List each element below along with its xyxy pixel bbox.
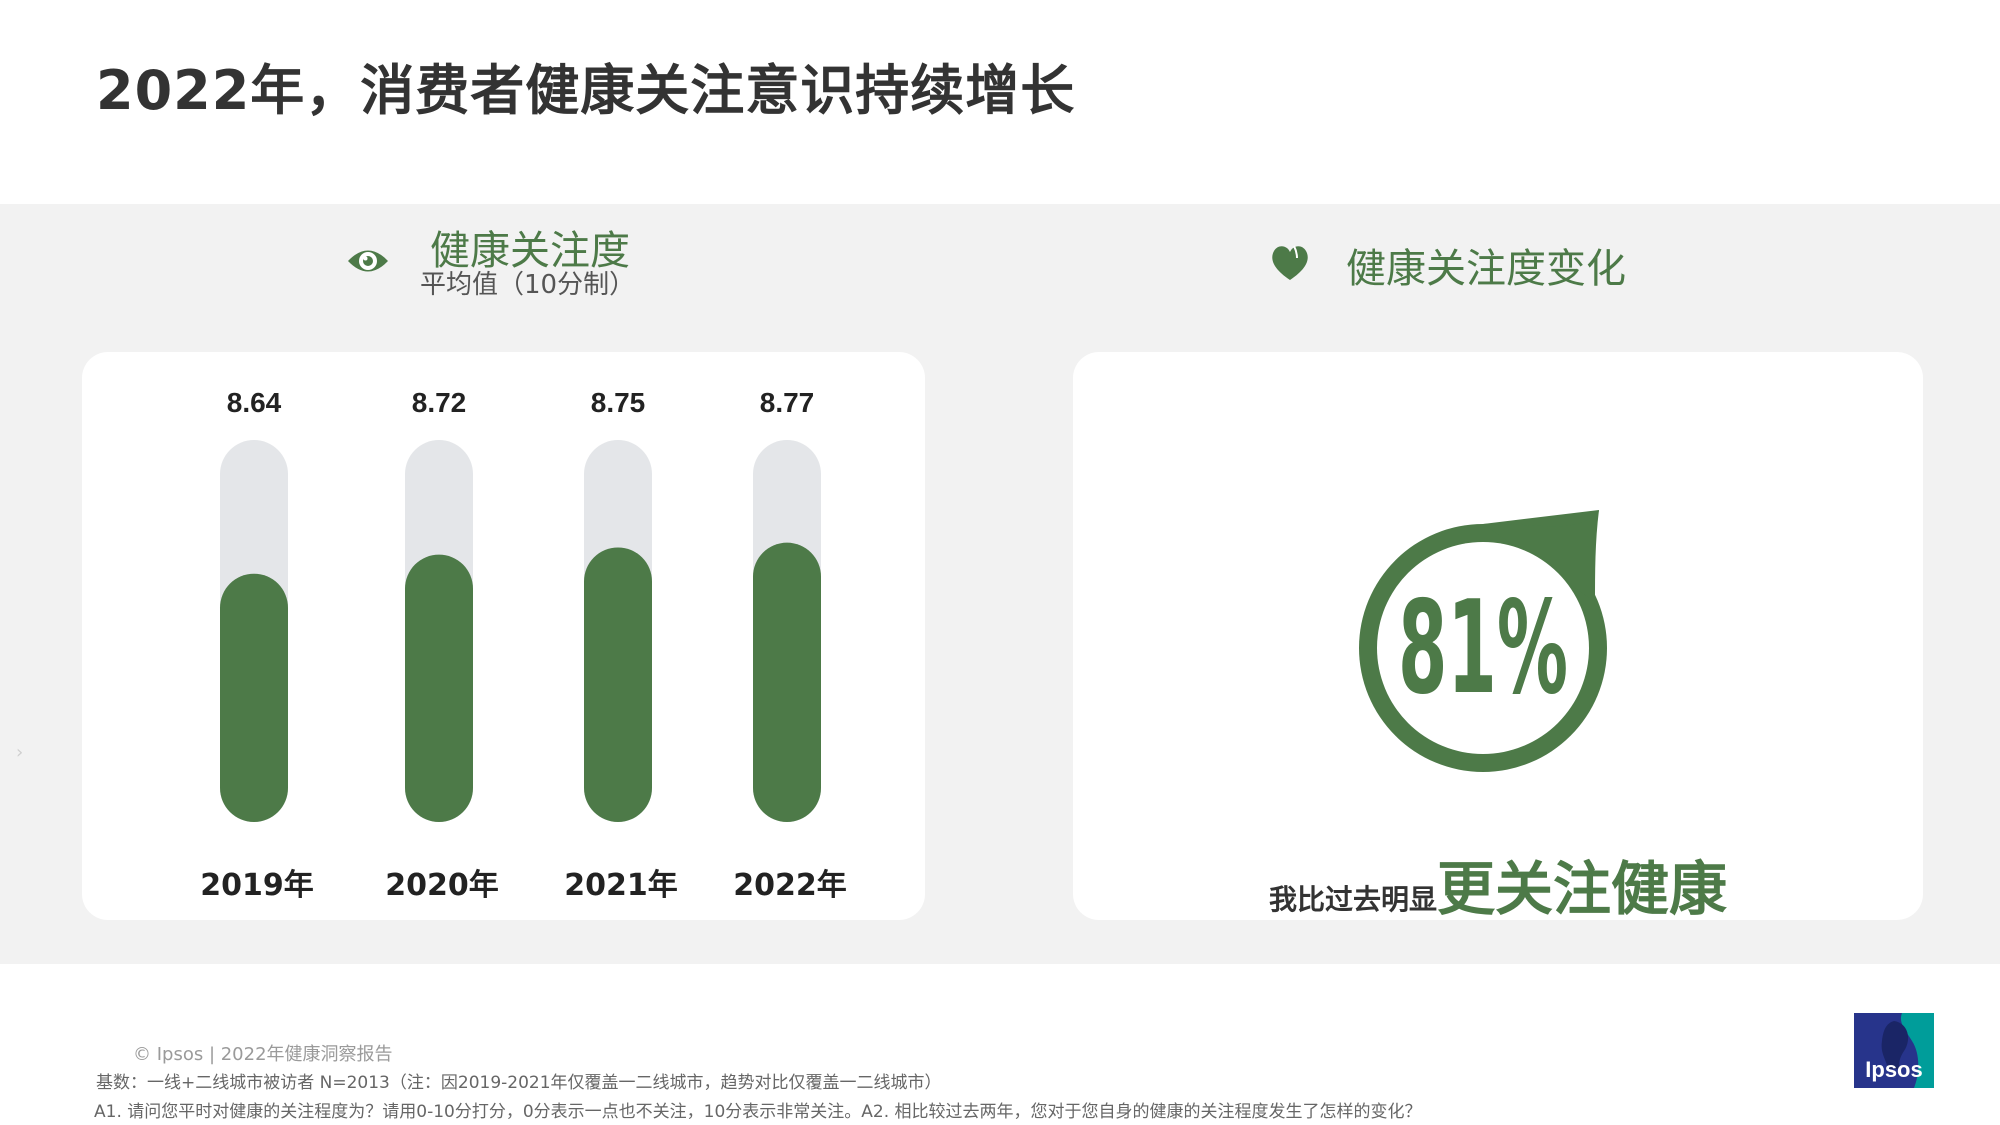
- category-label: 2019年: [200, 868, 314, 903]
- caption-prefix: 我比过去明显: [1268, 883, 1437, 916]
- percent-badge: 81%: [1359, 510, 1607, 772]
- value-label: 8.75: [591, 387, 646, 418]
- heart-icon: [1272, 245, 1308, 280]
- caption-emphasis: 更关注健康: [1437, 855, 1728, 923]
- bar-2022年: [753, 542, 821, 822]
- attention-subheading: 平均值（10分制）: [420, 270, 636, 300]
- percent-label: 81%: [1398, 574, 1568, 723]
- value-label: 8.72: [412, 387, 467, 418]
- page-title: 2022年，消费者健康关注意识持续增长: [96, 59, 1076, 122]
- ipsos-logo: Ipsos: [1854, 1013, 1934, 1088]
- attention-heading: 健康关注度: [430, 228, 630, 274]
- base-note: 基数：一线+二线城市被访者 N=2013（注：因2019-2021年仅覆盖一二线…: [96, 1073, 942, 1093]
- value-label: 8.64: [227, 387, 282, 418]
- bar-2019年: [220, 573, 288, 822]
- question-note: A1. 请问您平时对健康的关注程度为？请用0-10分打分，0分表示一点也不关注，…: [94, 1102, 1422, 1122]
- bar-2021年: [584, 547, 652, 822]
- category-label: 2022年: [733, 868, 847, 903]
- copyright-text: © Ipsos | 2022年健康洞察报告: [133, 1044, 393, 1065]
- attention-bar-chart: 8.64 2019年 8.72 2020年 8.75 2021年 8.77 2022年: [200, 387, 847, 903]
- side-arrow-icon: ›: [16, 742, 24, 763]
- change-caption: 我比过去明显更关注健康: [1073, 842, 1923, 926]
- category-label: 2021年: [564, 868, 678, 903]
- category-label: 2020年: [385, 868, 499, 903]
- value-label: 8.77: [760, 387, 815, 418]
- attention-change-heading: 健康关注度变化: [1346, 246, 1626, 292]
- eye-icon: [348, 250, 388, 272]
- attention-change-panel: 81% 我比过去明显更关注健康: [1073, 352, 1923, 923]
- bar-2020年: [405, 554, 473, 822]
- attention-chart-panel: 8.64 2019年 8.72 2020年 8.75 2021年 8.77 2022年: [82, 352, 925, 920]
- svg-text:Ipsos: Ipsos: [1865, 1057, 1922, 1082]
